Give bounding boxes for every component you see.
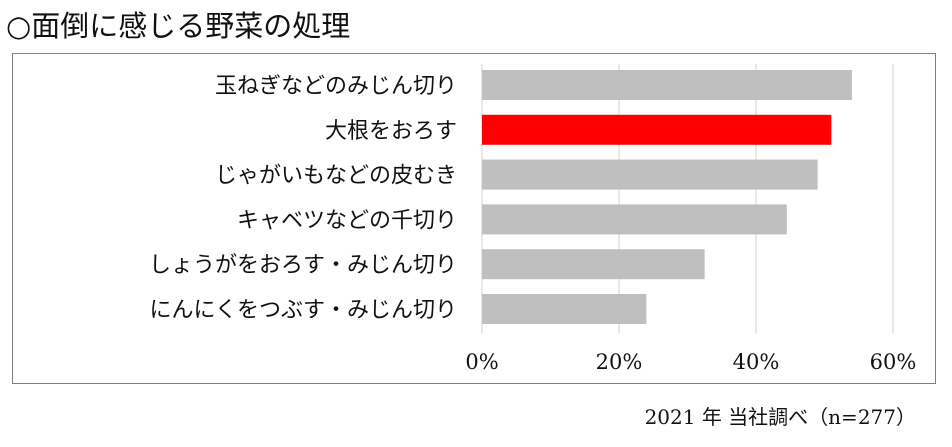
x-tick-label: 60% — [870, 350, 917, 374]
x-tick-label: 40% — [733, 350, 780, 374]
category-label: にんにくをつぶす・みじん切り — [149, 298, 457, 323]
category-label: 大根をおろす — [325, 119, 457, 144]
category-label: しょうがをおろす・みじん切り — [149, 253, 457, 278]
bar-6 — [482, 294, 647, 324]
bar-2 — [482, 114, 832, 145]
bar-4 — [482, 204, 787, 235]
bar-5 — [482, 249, 705, 280]
chart-title: ○面倒に感じる野菜の処理 — [6, 9, 351, 43]
bar-3 — [482, 159, 818, 190]
category-label: キャベツなどの千切り — [237, 208, 457, 233]
x-tick-label: 0% — [465, 350, 498, 374]
x-tick-label: 20% — [596, 350, 643, 374]
category-label: 玉ねぎなどのみじん切り — [215, 74, 457, 99]
category-label: じゃがいもなどの皮むき — [215, 164, 457, 189]
bar-1 — [482, 70, 852, 100]
source-note: 2021 年 当社調べ（n=277） — [644, 405, 916, 429]
